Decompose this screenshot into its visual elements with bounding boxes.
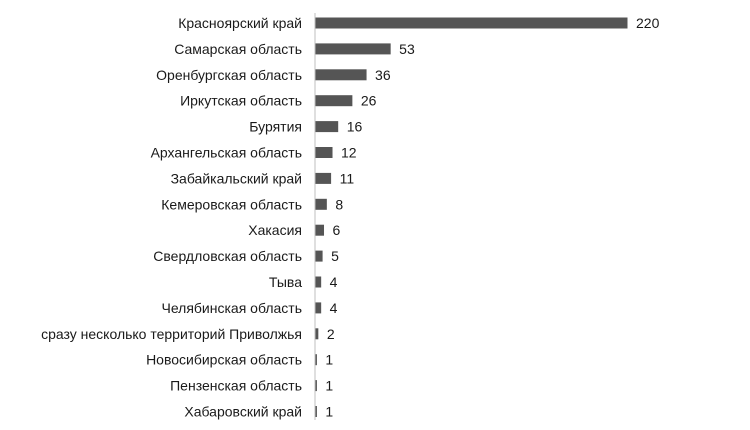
value-label: 16	[347, 119, 363, 135]
category-label: Оренбургская область	[156, 67, 302, 83]
value-label: 2	[327, 326, 335, 342]
value-label: 220	[636, 15, 660, 31]
bar	[315, 380, 317, 392]
value-label: 1	[325, 352, 333, 368]
category-label: Иркутская область	[180, 93, 302, 109]
bar	[315, 406, 317, 417]
bar	[315, 147, 333, 158]
bar	[315, 172, 332, 184]
value-label: 6	[333, 222, 341, 238]
bar	[315, 95, 353, 107]
value-label: 5	[331, 248, 339, 264]
bar	[315, 302, 322, 314]
value-label: 12	[341, 145, 357, 161]
value-label: 36	[375, 67, 391, 83]
category-label: Забайкальский край	[171, 170, 302, 186]
category-label: Красноярский край	[178, 15, 302, 31]
bar	[315, 224, 325, 236]
bar	[315, 121, 339, 133]
category-label: Бурятия	[249, 119, 302, 135]
bar	[315, 43, 391, 55]
category-label: Хакасия	[248, 222, 302, 238]
category-label: Челябинская область	[162, 300, 303, 316]
bar	[315, 69, 367, 81]
bar	[315, 328, 319, 340]
category-label: Тыва	[269, 274, 302, 290]
value-label: 26	[361, 93, 377, 109]
value-label: 1	[325, 404, 333, 420]
bar	[315, 250, 323, 262]
bar	[315, 198, 327, 210]
bar	[315, 354, 317, 366]
category-label: Архангельская область	[151, 145, 302, 161]
category-label: Кемеровская область	[161, 196, 302, 212]
value-label: 11	[340, 170, 355, 186]
value-label: 4	[330, 300, 338, 316]
category-label: Свердловская область	[153, 248, 302, 264]
value-label: 4	[330, 274, 338, 290]
value-label: 1	[325, 378, 333, 394]
bar	[315, 276, 322, 288]
category-label: Новосибирская область	[146, 352, 302, 368]
category-label: Самарская область	[174, 41, 302, 57]
category-label: сразу несколько территорий Приволжья	[41, 326, 302, 342]
value-label: 53	[399, 41, 415, 57]
category-label: Пензенская область	[170, 378, 302, 394]
category-label: Хабаровский край	[184, 404, 302, 420]
value-label: 8	[335, 196, 343, 212]
bar	[315, 17, 628, 29]
